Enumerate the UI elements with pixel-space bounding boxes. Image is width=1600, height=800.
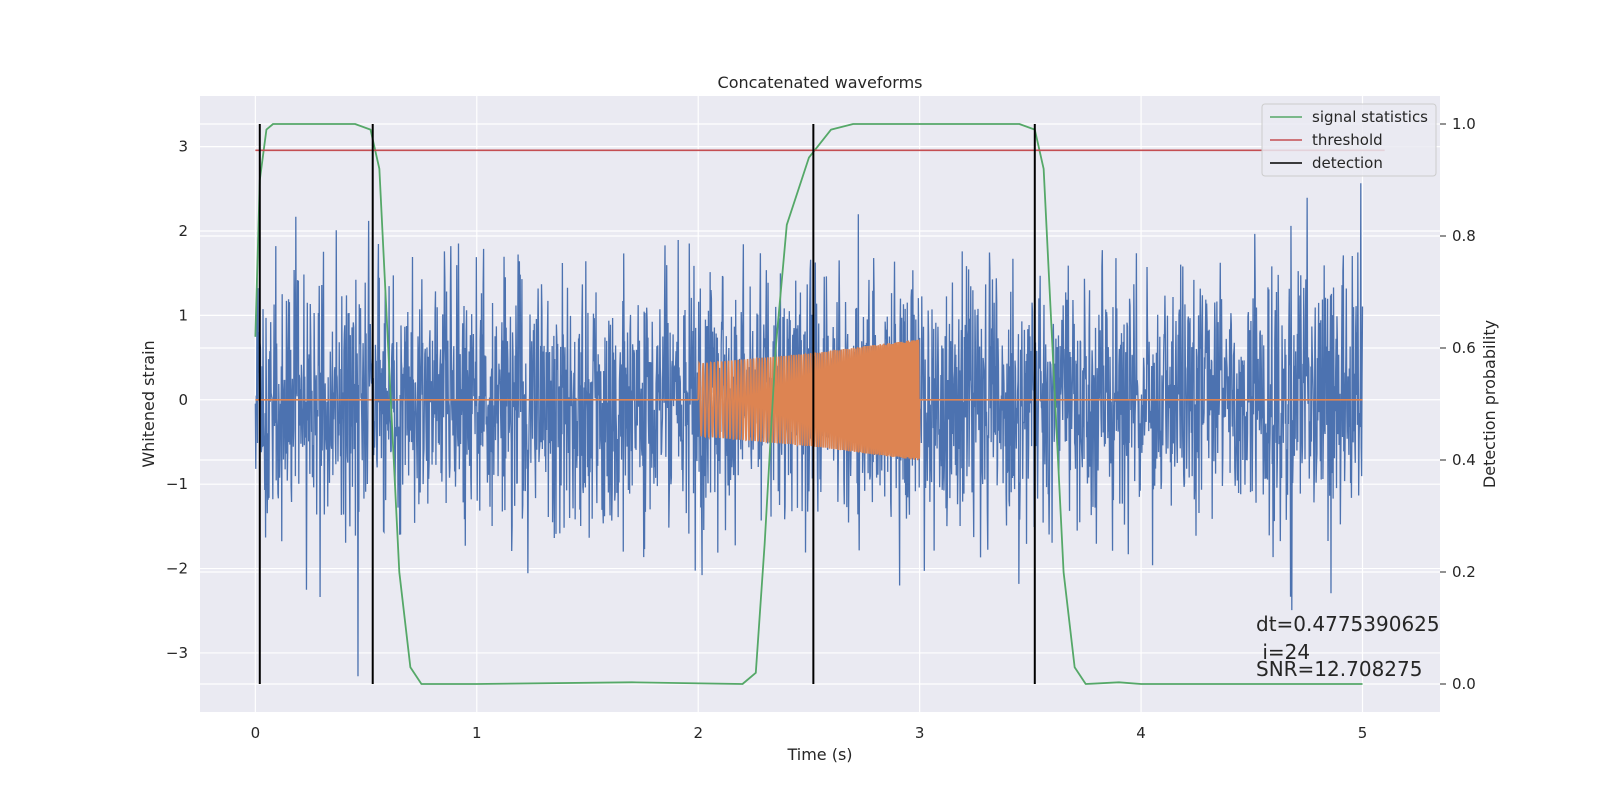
y2-tick-label: 1.0 <box>1452 115 1476 133</box>
y-tick-label: −1 <box>166 475 188 493</box>
x-axis-label: Time (s) <box>786 745 852 764</box>
x-tick-label: 4 <box>1136 724 1146 742</box>
statistics-series <box>254 123 1363 685</box>
y2-tick-label: 0.4 <box>1452 451 1476 469</box>
legend-label-statistics: signal statistics <box>1312 108 1428 126</box>
y-tick-label: −2 <box>166 560 188 578</box>
y-axis-ticks: −3 −2 −1 0 1 2 3 <box>166 138 188 662</box>
legend-label-detection: detection <box>1312 154 1383 172</box>
y-tick-label: 1 <box>178 306 188 324</box>
y-tick-label: 2 <box>178 222 188 240</box>
x-axis-ticks: 0 1 2 3 4 5 <box>251 724 1368 742</box>
legend: signal statistics threshold detection <box>1261 103 1437 177</box>
x-tick-label: 3 <box>915 724 925 742</box>
y2-axis-label: Detection probability <box>1480 320 1499 488</box>
noise-line <box>254 183 1364 677</box>
legend-label-threshold: threshold <box>1312 131 1383 149</box>
signal-series <box>255 339 1363 461</box>
y-tick-label: −3 <box>166 644 188 662</box>
annotation-dt: dt=0.4775390625 <box>1256 612 1440 636</box>
detection-series <box>258 124 1036 684</box>
annotation-i: i=24 <box>1256 640 1310 664</box>
annotation-snr: SNR=12.708275 <box>1256 657 1422 681</box>
statistics-line <box>254 123 1363 685</box>
y-tick-label: 3 <box>178 138 188 156</box>
x-tick-label: 5 <box>1358 724 1368 742</box>
x-tick-label: 2 <box>693 724 703 742</box>
noise-series <box>254 183 1364 677</box>
y2-tick-label: 0.8 <box>1452 227 1476 245</box>
plot-area <box>254 123 1385 685</box>
y2-tick-label: 0.0 <box>1452 675 1476 693</box>
y-axis-label: Whitened strain <box>139 340 158 467</box>
y2-tick-label: 0.2 <box>1452 563 1476 581</box>
annotations: dt=0.4775390625 i=24 SNR=12.708275 <box>1256 612 1440 681</box>
y2-tick-label: 0.6 <box>1452 339 1476 357</box>
x-tick-label: 0 <box>251 724 261 742</box>
chart-title: Concatenated waveforms <box>718 73 923 92</box>
signal-line <box>255 339 1363 461</box>
x-tick-label: 1 <box>472 724 482 742</box>
legend-box <box>1261 103 1437 177</box>
y-tick-label: 0 <box>178 391 188 409</box>
y2-axis-ticks: 0.0 0.2 0.4 0.6 0.8 1.0 <box>1440 115 1476 693</box>
